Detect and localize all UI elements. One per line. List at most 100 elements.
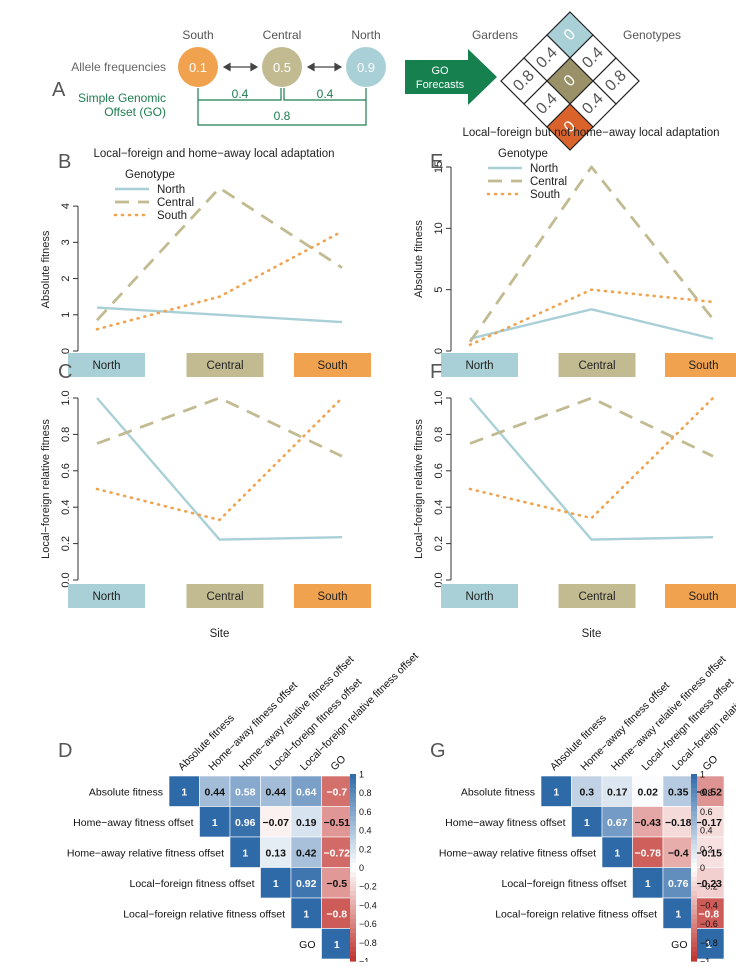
- x-category-box-central: [186, 584, 264, 608]
- colorbar-segment: [691, 774, 697, 780]
- heatmap-cell-value: −0.8: [698, 908, 719, 920]
- colorbar-segment: [691, 942, 697, 948]
- colorbar-segment: [691, 830, 697, 836]
- heatmap-cell-value: −0.4: [668, 847, 689, 859]
- series-line-central: [96, 396, 343, 458]
- x-category-box-south: [665, 353, 736, 377]
- heatmap-cell-value: 1: [334, 939, 340, 951]
- y-tick-label: 0.6: [433, 463, 445, 478]
- colorbar-segment: [691, 848, 697, 855]
- x-category-box-north: [441, 584, 518, 608]
- x-category-label-north: North: [92, 360, 120, 372]
- heatmap-cell: [693, 867, 725, 899]
- colorbar-segment: [350, 890, 356, 897]
- heatmap-cell: [260, 775, 292, 807]
- heatmap-cell-value: −0.52: [695, 786, 722, 798]
- row-label: Home−away fitness offset: [73, 817, 193, 829]
- heatmap-cell: [290, 775, 322, 807]
- heatmap-cell: [662, 897, 694, 929]
- heatmap-cell-value: 1: [645, 878, 651, 890]
- heatmap-cell: [260, 806, 292, 838]
- colorbar-tick-label: 0: [359, 863, 364, 873]
- heatmap-cell: [693, 836, 725, 868]
- heatmap-cell: [199, 806, 231, 838]
- panel-e-title: Local−foreign but not home−away local ad…: [462, 127, 719, 139]
- y-axis-label: Absolute fitness: [413, 220, 425, 298]
- heatmap-cell-value: 1: [303, 908, 309, 920]
- x-category-label-south: South: [688, 591, 718, 603]
- row-label: Home−away relative fitness offset: [439, 847, 596, 859]
- x-category-box-south: [294, 584, 371, 608]
- colorbar-segment: [691, 881, 697, 887]
- heatmap-cell-value: −0.72: [323, 847, 350, 859]
- colorbar-segment: [350, 774, 356, 780]
- colorbar-segment: [691, 900, 697, 906]
- heatmap-cell-value: −0.18: [665, 817, 692, 829]
- x-axis-label: Site: [582, 628, 602, 640]
- pop-circle-central: [262, 47, 302, 87]
- colorbar-tick-label: 0.6: [359, 807, 372, 817]
- colorbar-segment: [350, 802, 356, 808]
- colorbar-tick-label: −0.2: [700, 882, 718, 892]
- series-line-south: [468, 396, 715, 520]
- colorbar-segment: [350, 858, 356, 864]
- heatmap-cell-value: 1: [181, 786, 187, 798]
- series-line-north: [469, 397, 714, 541]
- colorbar-segment: [691, 853, 697, 859]
- colorbar-tick-label: 0.8: [359, 788, 372, 798]
- colorbar-segment: [691, 792, 697, 798]
- colorbar-segment: [350, 928, 356, 934]
- go-label-line1: Simple Genomic: [78, 91, 166, 105]
- colorbar-segment: [691, 904, 697, 911]
- x-axis-label: Site: [210, 628, 230, 640]
- colorbar-segment: [350, 942, 356, 948]
- heatmap-cell-value: −0.7: [326, 786, 347, 798]
- colorbar-segment: [691, 951, 697, 957]
- go-offset-south-north: 0.8: [274, 109, 291, 123]
- colorbar-segment: [691, 946, 697, 953]
- colorbar-segment: [350, 862, 356, 869]
- heatmap-cell-value: 0.67: [607, 817, 628, 829]
- go-arrow-label-line1: GO: [431, 65, 449, 77]
- y-tick-label: 0.8: [433, 427, 445, 442]
- y-tick-label: 0.2: [433, 536, 445, 551]
- x-category-label-north: North: [465, 360, 493, 372]
- heatmap-cell-value: −0.78: [634, 847, 661, 859]
- x-category-label-central: Central: [206, 591, 243, 603]
- heatmap-cell: [321, 775, 353, 807]
- panel-d-letter: D: [58, 740, 72, 762]
- x-category-label-north: North: [92, 591, 120, 603]
- colorbar-segment: [691, 825, 697, 831]
- y-tick-label: 4: [60, 203, 72, 209]
- y-tick-label: 1.0: [60, 390, 72, 405]
- heatmap-cell-value: −0.5: [326, 878, 347, 890]
- heatmap-cell: [290, 806, 322, 838]
- y-tick-label: 15: [433, 161, 445, 173]
- go-offset-south-central: 0.4: [232, 87, 249, 101]
- heatmap-cell-value: 0.58: [235, 786, 256, 798]
- x-category-box-north: [68, 353, 145, 377]
- colorbar-tick-label: 0: [700, 863, 705, 873]
- colorbar-segment: [350, 886, 356, 892]
- row-label: Local−foreign fitness offset: [501, 878, 626, 890]
- colorbar-segment: [691, 778, 697, 784]
- colorbar-segment: [691, 806, 697, 812]
- colorbar-tick-label: −0.4: [700, 900, 718, 910]
- y-tick-label: 1: [60, 312, 72, 318]
- x-category-box-north: [68, 584, 145, 608]
- colorbar-segment: [350, 825, 356, 831]
- go-arrow-label-line2: Forecasts: [416, 79, 465, 91]
- x-category-box-central: [558, 353, 636, 377]
- colorbar-segment: [691, 783, 697, 789]
- colorbar-segment: [691, 909, 697, 915]
- y-tick-label: 0.0: [60, 572, 72, 587]
- colorbar-segment: [691, 886, 697, 892]
- heatmap-cell-value: −0.17: [695, 817, 722, 829]
- colorbar-segment: [691, 937, 697, 943]
- colorbar-segment: [350, 830, 356, 836]
- x-category-box-central: [186, 353, 264, 377]
- colorbar-segment: [691, 895, 697, 901]
- colorbar-segment: [350, 876, 356, 883]
- colorbar-segment: [350, 811, 356, 817]
